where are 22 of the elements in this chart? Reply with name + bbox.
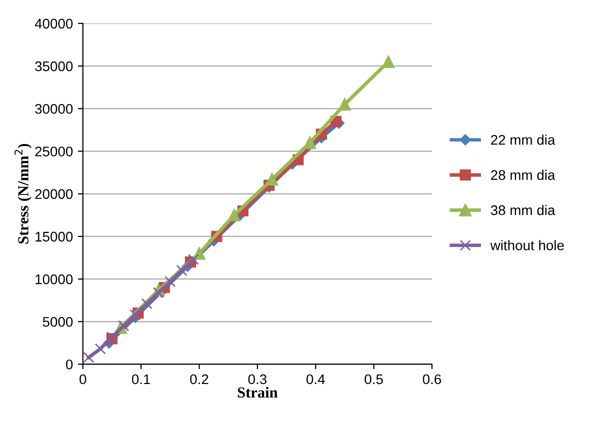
legend-label: 28 mm dia — [491, 170, 556, 180]
y-tick-label: 20000 — [35, 189, 73, 199]
y-tick-label: 0 — [66, 360, 73, 370]
y-tick-label: 25000 — [35, 146, 73, 156]
y-tick-label: 10000 — [36, 274, 73, 284]
y-axis-title: Stress (N/mm$^{2}$) — [14, 144, 32, 244]
x-tick-label: 0.2 — [190, 374, 208, 384]
legend-label: 22 mm dia — [491, 134, 556, 145]
legend-label: without hole — [490, 240, 564, 250]
x-tick-label: 0.3 — [248, 374, 266, 384]
y-tick-label: 40000 — [34, 18, 73, 29]
x-axis-title: Strain — [238, 386, 278, 398]
legend-label: 38 mm dia — [490, 204, 556, 216]
x-tick-label: 0.6 — [422, 374, 442, 384]
y-tick-label: 30000 — [35, 104, 73, 114]
y-tick-label: 15000 — [36, 232, 73, 242]
x-tick-label: 0.1 — [132, 374, 150, 384]
y-tick-label: 35000 — [35, 61, 73, 72]
y-tick-label: 5000 — [42, 316, 73, 327]
x-tick-label: 0.4 — [306, 374, 325, 384]
x-tick-label: 0.5 — [364, 374, 383, 384]
x-tick-label: 0 — [80, 374, 86, 384]
